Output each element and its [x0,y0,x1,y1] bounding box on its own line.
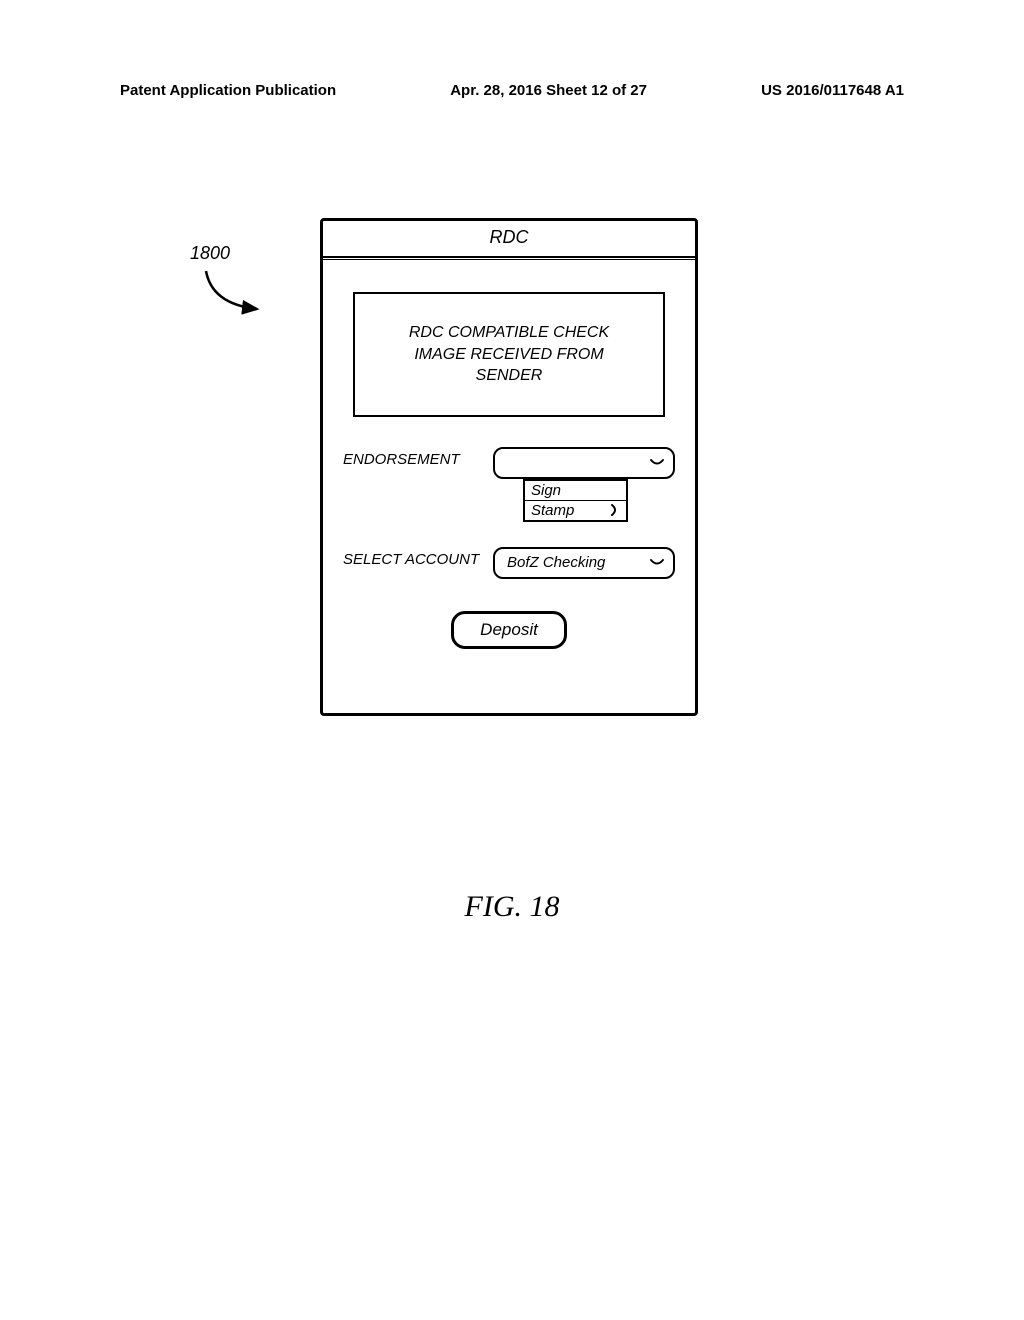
chevron-right-icon [610,503,620,517]
check-image-text-2: IMAGE RECEIVED FROM [367,344,651,366]
reference-number: 1800 [190,243,230,264]
account-row: SELECT ACCOUNT BofZ Checking [343,547,675,579]
endorsement-option-stamp[interactable]: Stamp [525,500,626,520]
account-field: BofZ Checking [493,547,675,579]
figure-caption: FIG. 18 [0,890,1024,924]
deposit-button[interactable]: Deposit [451,611,567,649]
endorsement-label: ENDORSEMENT [343,447,493,468]
chevron-down-icon [649,558,665,568]
account-select[interactable]: BofZ Checking [493,547,675,579]
account-value: BofZ Checking [507,554,605,571]
reference-pointer: 1800 [190,243,230,264]
endorsement-row: ENDORSEMENT Sign Stamp [343,447,675,479]
endorsement-field: Sign Stamp [493,447,675,479]
account-label: SELECT ACCOUNT [343,547,493,568]
endorsement-select[interactable] [493,447,675,479]
chevron-down-icon [649,458,665,468]
check-image-text-3: SENDER [367,365,651,387]
check-image-placeholder: RDC COMPATIBLE CHECK IMAGE RECEIVED FROM… [353,292,665,417]
patent-header: Patent Application Publication Apr. 28, … [120,82,904,99]
endorsement-dropdown: Sign Stamp [523,479,628,522]
check-image-text-1: RDC COMPATIBLE CHECK [367,322,651,344]
device-frame: RDC RDC COMPATIBLE CHECK IMAGE RECEIVED … [320,218,698,716]
pointer-arrow-icon [202,269,272,319]
header-right: US 2016/0117648 A1 [761,82,904,99]
app-title: RDC [323,221,695,256]
screen-body: RDC COMPATIBLE CHECK IMAGE RECEIVED FROM… [323,262,695,713]
option-sign-label: Sign [531,482,561,499]
header-center: Apr. 28, 2016 Sheet 12 of 27 [450,82,647,99]
title-divider [323,256,695,260]
header-left: Patent Application Publication [120,82,336,99]
option-stamp-label: Stamp [531,502,574,519]
deposit-button-label: Deposit [480,620,538,639]
endorsement-option-sign[interactable]: Sign [525,481,626,500]
